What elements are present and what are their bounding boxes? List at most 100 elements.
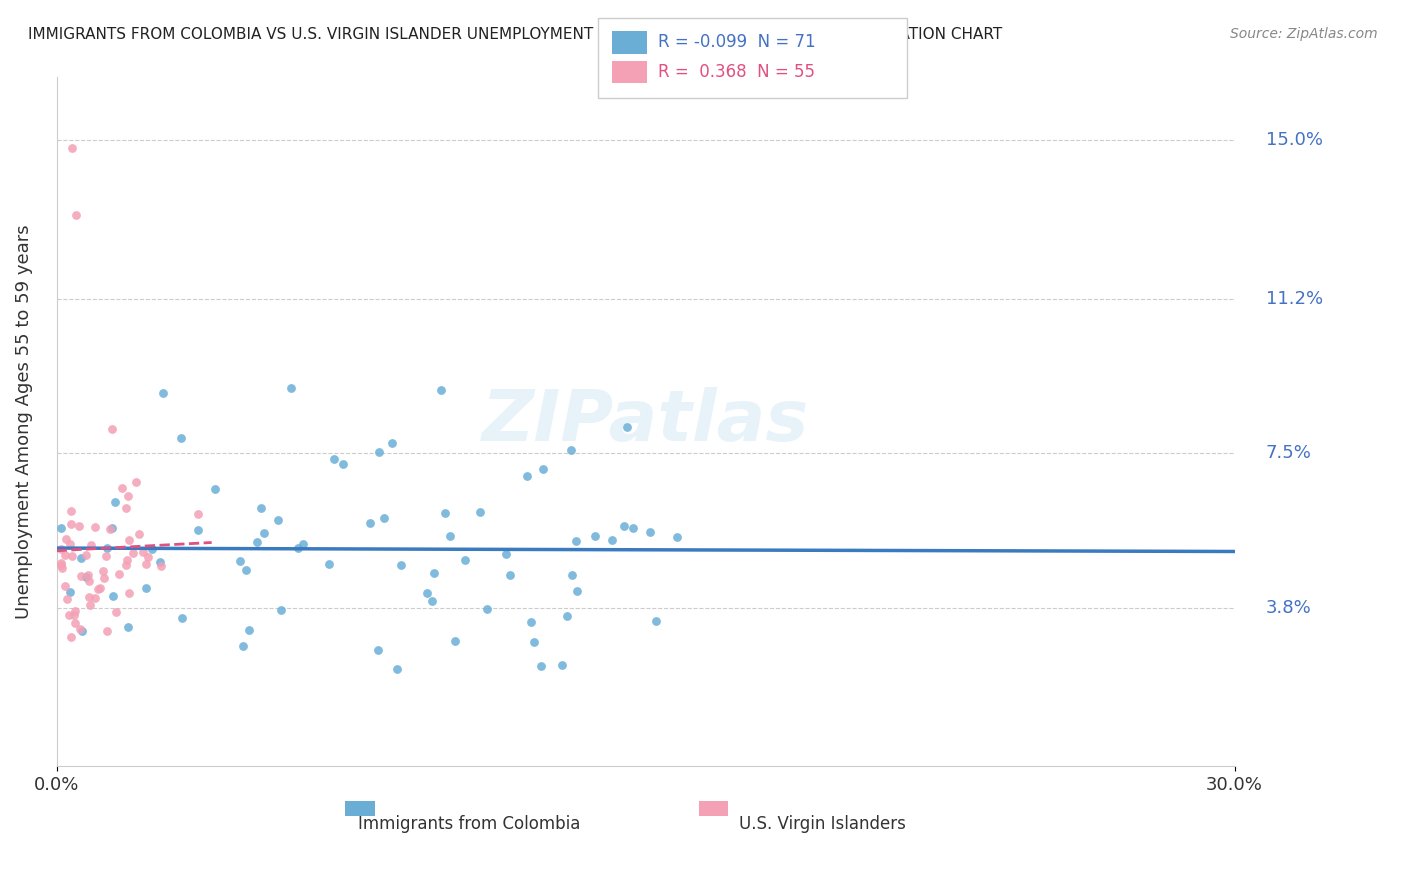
- Point: [125, 475, 148, 489]
- Point: [84, 591, 107, 606]
- Text: 15.0%: 15.0%: [1265, 131, 1323, 149]
- Point: [108, 567, 131, 582]
- Point: [141, 541, 163, 556]
- Point: [600, 533, 623, 547]
- Point: [96, 549, 118, 564]
- Point: [128, 527, 150, 541]
- Point: [77, 574, 100, 588]
- Point: [287, 541, 309, 556]
- Point: [76, 568, 98, 582]
- Point: [101, 521, 124, 535]
- Point: [60, 549, 83, 563]
- Text: Immigrants from Colombia: Immigrants from Colombia: [357, 814, 581, 832]
- Point: [499, 568, 522, 582]
- Text: R = -0.099  N = 71: R = -0.099 N = 71: [658, 33, 815, 52]
- Point: [423, 566, 446, 580]
- Point: [564, 533, 586, 548]
- Point: [266, 513, 288, 527]
- Point: [443, 634, 465, 648]
- Point: [51, 560, 73, 574]
- Text: 3.8%: 3.8%: [1265, 599, 1312, 616]
- Point: [531, 462, 554, 476]
- Point: [292, 537, 315, 551]
- Point: [75, 570, 97, 584]
- Point: [70, 551, 93, 566]
- Point: [516, 468, 538, 483]
- Text: 7.5%: 7.5%: [1265, 444, 1312, 462]
- Point: [118, 585, 141, 599]
- Point: [238, 624, 260, 638]
- Point: [115, 558, 138, 573]
- Point: [55, 532, 77, 546]
- Point: [122, 546, 145, 560]
- Point: [135, 581, 157, 595]
- Point: [416, 586, 439, 600]
- Point: [104, 495, 127, 509]
- Point: [381, 435, 404, 450]
- Point: [115, 553, 138, 567]
- Point: [439, 528, 461, 542]
- Point: [75, 549, 97, 563]
- Point: [53, 579, 76, 593]
- Point: [149, 556, 172, 570]
- Point: [246, 535, 269, 549]
- Point: [235, 563, 257, 577]
- Point: [170, 431, 193, 445]
- Point: [187, 523, 209, 537]
- Point: [59, 585, 82, 599]
- Point: [65, 208, 87, 222]
- Point: [117, 489, 139, 503]
- Point: [132, 545, 155, 559]
- Text: IMMIGRANTS FROM COLOMBIA VS U.S. VIRGIN ISLANDER UNEMPLOYMENT AMONG AGES 55 TO 5: IMMIGRANTS FROM COLOMBIA VS U.S. VIRGIN …: [28, 27, 1002, 42]
- Point: [613, 519, 636, 533]
- Point: [332, 458, 354, 472]
- Point: [49, 556, 72, 570]
- Point: [359, 516, 381, 530]
- Point: [387, 662, 409, 676]
- Point: [250, 500, 273, 515]
- Point: [150, 558, 173, 573]
- Point: [93, 571, 115, 585]
- Point: [65, 615, 87, 630]
- Point: [561, 568, 583, 582]
- Point: [523, 635, 546, 649]
- Point: [53, 548, 76, 562]
- Point: [454, 552, 477, 566]
- Point: [368, 444, 391, 458]
- Point: [101, 422, 124, 436]
- Point: [232, 639, 254, 653]
- Point: [323, 452, 346, 467]
- Point: [204, 482, 226, 496]
- Point: [69, 622, 91, 636]
- Point: [280, 381, 302, 395]
- Point: [373, 510, 395, 524]
- Point: [70, 569, 93, 583]
- Point: [253, 525, 276, 540]
- Point: [430, 383, 453, 397]
- Point: [433, 507, 456, 521]
- Point: [87, 582, 110, 597]
- Point: [60, 141, 83, 155]
- Point: [59, 537, 82, 551]
- Point: [187, 508, 209, 522]
- Point: [644, 614, 666, 628]
- Point: [77, 590, 100, 604]
- Point: [79, 599, 101, 613]
- Point: [666, 530, 689, 544]
- Point: [63, 608, 86, 623]
- Point: [152, 386, 174, 401]
- Bar: [699, 801, 728, 816]
- Point: [420, 594, 443, 608]
- Point: [170, 610, 193, 624]
- Point: [96, 541, 118, 555]
- Text: U.S. Virgin Islanders: U.S. Virgin Islanders: [738, 814, 905, 832]
- Point: [621, 521, 644, 535]
- Point: [80, 538, 103, 552]
- Point: [495, 547, 517, 561]
- Point: [63, 603, 86, 617]
- Text: ZIPatlas: ZIPatlas: [482, 387, 810, 457]
- Point: [60, 630, 83, 644]
- Text: R =  0.368  N = 55: R = 0.368 N = 55: [658, 62, 815, 81]
- Point: [567, 584, 589, 599]
- Point: [67, 518, 90, 533]
